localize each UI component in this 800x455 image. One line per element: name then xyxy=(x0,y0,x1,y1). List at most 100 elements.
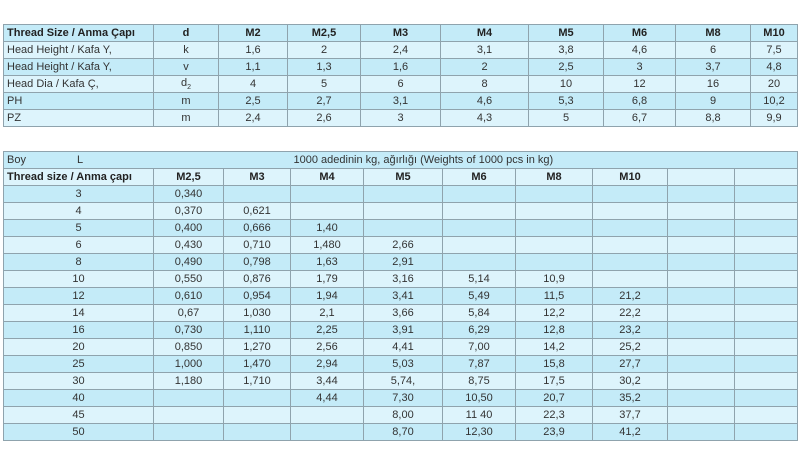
weight-cell xyxy=(363,202,443,220)
length-cell: 4 xyxy=(3,202,154,220)
weight-cell: 14,2 xyxy=(515,338,593,356)
value-cell: 7,5 xyxy=(750,41,798,59)
weight-cell: 3,44 xyxy=(290,372,364,390)
weight-cell xyxy=(734,338,798,356)
header-cell: M3 xyxy=(360,24,441,42)
weight-cell: 20,7 xyxy=(515,389,593,407)
value-cell: 4 xyxy=(218,75,288,93)
weight-cell: 12,30 xyxy=(442,423,516,441)
header-cell: Thread Size / Anma Çapı xyxy=(3,24,154,42)
value-cell: 1,1 xyxy=(218,58,288,76)
value-cell: 9 xyxy=(675,92,751,110)
value-cell: 3,1 xyxy=(360,92,441,110)
weight-cell xyxy=(667,270,735,288)
length-cell: 14 xyxy=(3,304,154,322)
weight-cell xyxy=(734,304,798,322)
weight-cell xyxy=(667,253,735,271)
weight-cell: 11 40 xyxy=(442,406,516,424)
symbol: m xyxy=(181,112,191,124)
weight-cell: 11,5 xyxy=(515,287,593,305)
value-cell: 2,5 xyxy=(218,92,288,110)
weight-cell: 5,74, xyxy=(363,372,443,390)
weight-cell: 3,66 xyxy=(363,304,443,322)
weight-cell: 4,41 xyxy=(363,338,443,356)
dimensions-row: PZ m 2,4 2,6 3 4,3 5 6,7 8,8 9,9 xyxy=(3,109,798,127)
weights-row: 25 1,000 1,470 2,94 5,03 7,87 15,8 27,7 xyxy=(3,355,798,373)
value-cell: 5 xyxy=(528,109,604,127)
weight-cell: 1,94 xyxy=(290,287,364,305)
value-cell: 2,4 xyxy=(360,41,441,59)
weight-cell: 1,110 xyxy=(223,321,291,339)
weight-cell: 1,270 xyxy=(223,338,291,356)
weight-cell: 8,75 xyxy=(442,372,516,390)
weight-cell: 0,798 xyxy=(223,253,291,271)
weights-table: Boy L 1000 adedinin kg, ağırlığı (Weights … xyxy=(3,151,798,441)
value-cell: 3,1 xyxy=(440,41,529,59)
weight-cell: 23,2 xyxy=(592,321,668,339)
symbol-cell: v xyxy=(153,58,219,76)
weight-cell: 1,000 xyxy=(153,355,224,373)
weight-cell: 7,30 xyxy=(363,389,443,407)
weights-title: 1000 adedinin kg, ağırlığı (Weights of 1… xyxy=(293,154,554,166)
weight-cell: 30,2 xyxy=(592,372,668,390)
weight-cell xyxy=(153,389,224,407)
header-cell xyxy=(667,168,735,186)
weight-cell xyxy=(223,389,291,407)
dimensions-row: PH m 2,5 2,7 3,1 4,6 5,3 6,8 9 10,2 xyxy=(3,92,798,110)
weight-cell: 15,8 xyxy=(515,355,593,373)
weight-cell: 1,030 xyxy=(223,304,291,322)
weight-cell: 1,180 xyxy=(153,372,224,390)
header-cell: Thread size / Anma çapı xyxy=(3,168,154,186)
weight-cell xyxy=(667,389,735,407)
value-cell: 4,6 xyxy=(603,41,676,59)
weight-cell: 1,480 xyxy=(290,236,364,254)
symbol: v xyxy=(183,61,189,73)
weight-cell xyxy=(592,253,668,271)
value-cell: 3,8 xyxy=(528,41,604,59)
weight-cell: 0,490 xyxy=(153,253,224,271)
weight-cell: 1,710 xyxy=(223,372,291,390)
weight-cell xyxy=(667,219,735,237)
weight-cell: 1,470 xyxy=(223,355,291,373)
weight-cell xyxy=(734,389,798,407)
weight-cell xyxy=(290,423,364,441)
weight-cell: 2,66 xyxy=(363,236,443,254)
value-cell: 4,6 xyxy=(440,92,529,110)
weight-cell: 0,666 xyxy=(223,219,291,237)
length-cell: 20 xyxy=(3,338,154,356)
weight-cell xyxy=(734,270,798,288)
weight-cell xyxy=(592,270,668,288)
header-cell: M2,5 xyxy=(153,168,224,186)
weight-cell xyxy=(515,185,593,203)
weight-cell: 21,2 xyxy=(592,287,668,305)
header-cell: M4 xyxy=(440,24,529,42)
value-cell: 2,4 xyxy=(218,109,288,127)
weight-cell: 8,00 xyxy=(363,406,443,424)
value-cell: 3 xyxy=(360,109,441,127)
value-cell: 8,8 xyxy=(675,109,751,127)
row-label: Head Height / Kafa Y, xyxy=(3,41,154,59)
weight-cell xyxy=(667,185,735,203)
value-cell: 8 xyxy=(440,75,529,93)
weight-cell xyxy=(592,185,668,203)
symbol-cell: m xyxy=(153,109,219,127)
weights-header-row: Thread size / Anma çapı M2,5 M3 M4 M5 M6 M8 M10 xyxy=(3,168,798,186)
weights-row: 16 0,730 1,110 2,25 3,91 6,29 12,8 23,2 xyxy=(3,321,798,339)
length-cell: 30 xyxy=(3,372,154,390)
value-cell: 2,7 xyxy=(287,92,361,110)
value-cell: 10,2 xyxy=(750,92,798,110)
value-cell: 12 xyxy=(603,75,676,93)
symbol: d xyxy=(180,76,188,89)
weight-cell xyxy=(667,372,735,390)
weight-cell xyxy=(442,253,516,271)
weights-row: 14 0,67 1,030 2,1 3,66 5,84 12,2 22,2 xyxy=(3,304,798,322)
weight-cell xyxy=(667,338,735,356)
value-cell: 1,6 xyxy=(360,58,441,76)
weight-cell xyxy=(223,406,291,424)
value-cell: 20 xyxy=(750,75,798,93)
row-label: Head Height / Kafa Y, xyxy=(3,58,154,76)
value-cell: 1,3 xyxy=(287,58,361,76)
header-cell xyxy=(734,168,798,186)
weight-cell: 41,2 xyxy=(592,423,668,441)
weight-cell xyxy=(515,236,593,254)
